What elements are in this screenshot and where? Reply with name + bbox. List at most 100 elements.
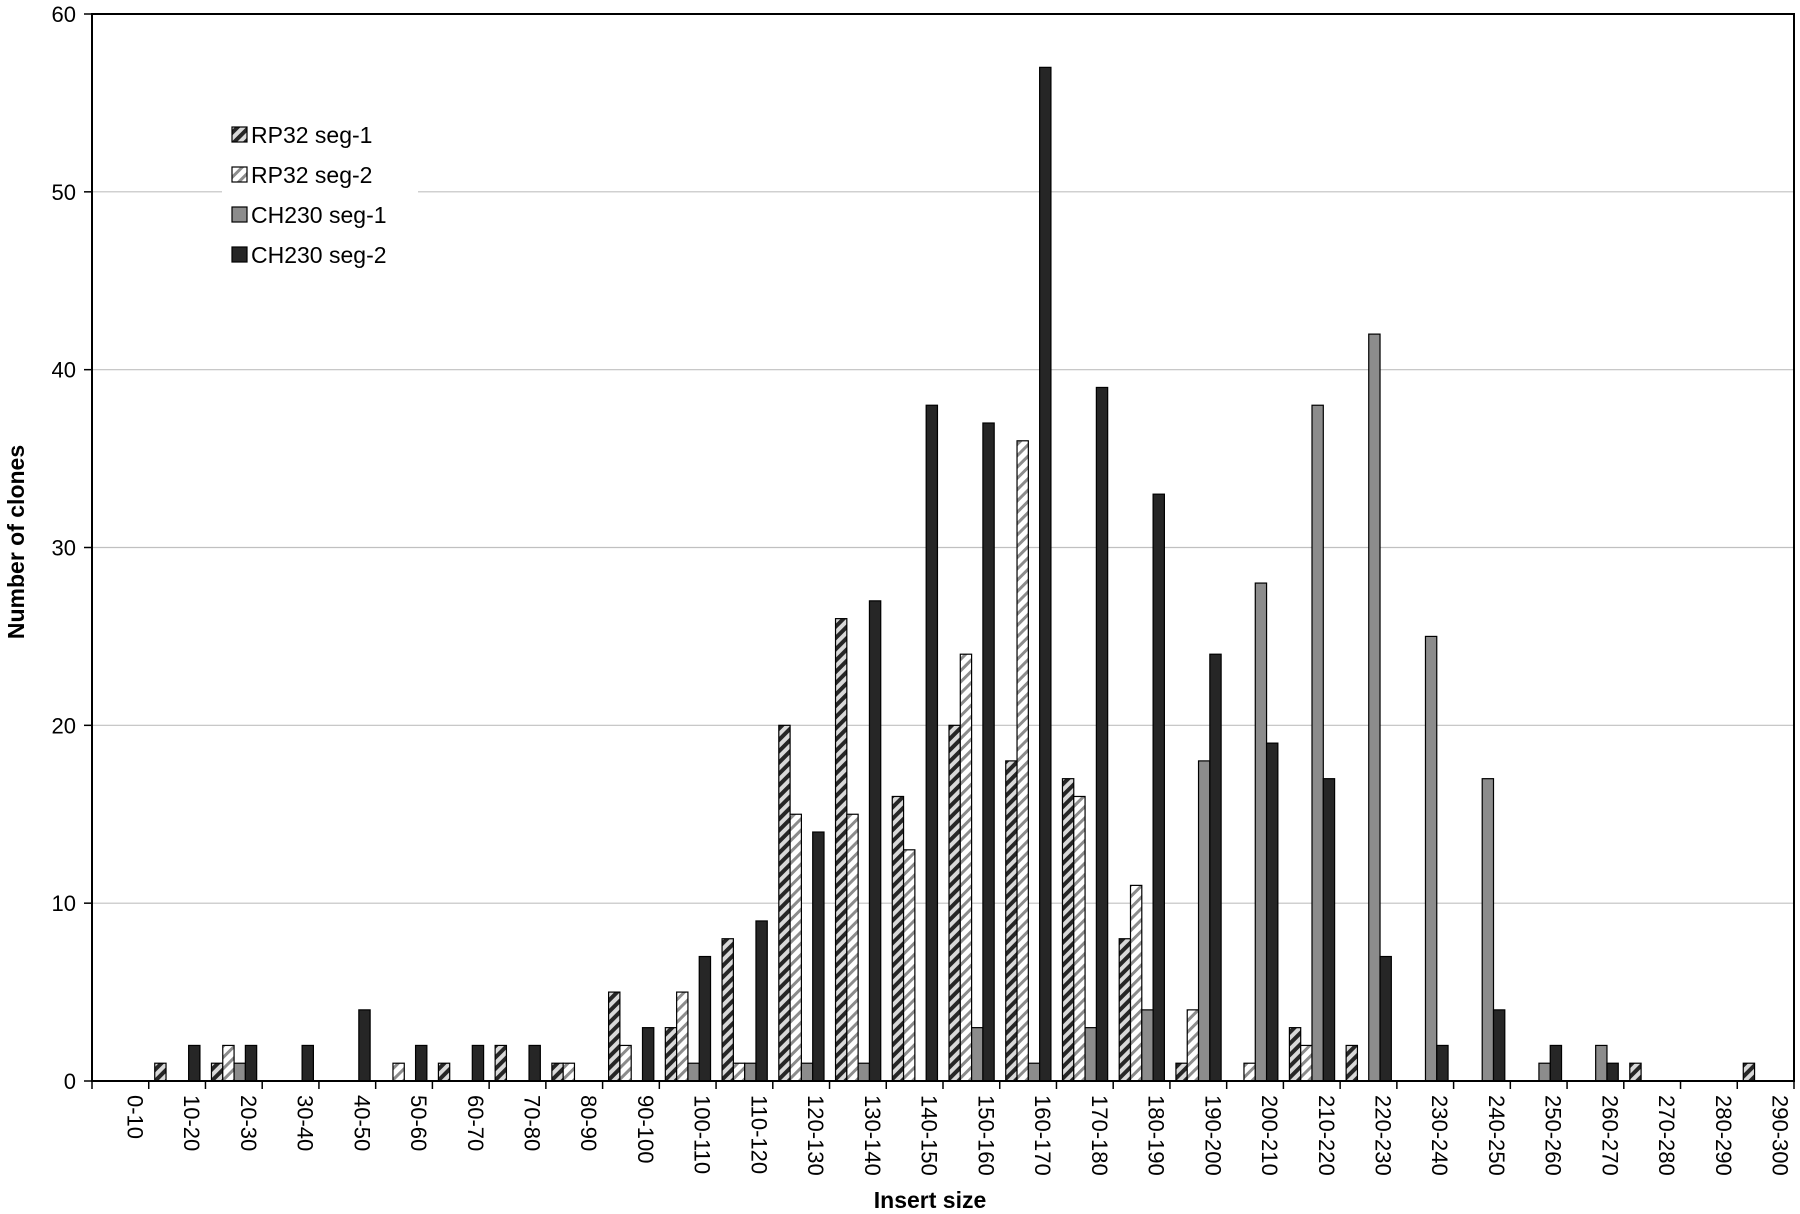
bar-rp32-seg-1-210-220 — [1288, 1027, 1302, 1082]
bar-ch230-seg-1-100-110 — [687, 1062, 700, 1082]
bar-ch230-seg-2-220-230 — [1379, 955, 1392, 1082]
bar-ch230-seg-2-50-60 — [414, 1044, 428, 1082]
bar-ch230-seg-1-210-220 — [1311, 404, 1324, 1082]
legend-swatch — [231, 166, 248, 183]
y-tick-label: 50 — [52, 180, 76, 205]
bar-rp32-seg-1-170-180 — [1061, 778, 1075, 1082]
bar-ch230-seg-2-140-150 — [925, 404, 939, 1082]
bar-rp32-seg-2-110-120 — [732, 1062, 746, 1082]
bar-rp32-seg-2-90-100 — [619, 1044, 632, 1082]
bar-rp32-seg-2-190-200 — [1186, 1009, 1200, 1082]
bar-rp32-seg-1-140-150 — [891, 795, 905, 1082]
bar-ch230-seg-2-150-160 — [982, 422, 995, 1082]
x-tick-label: 70-80 — [520, 1095, 545, 1151]
legend-swatch — [231, 206, 248, 223]
x-tick-label: 190-200 — [1200, 1095, 1225, 1176]
bar-rp32-seg-2-100-110 — [676, 991, 689, 1082]
bar-ch230-seg-2-200-210 — [1265, 742, 1279, 1082]
y-tick-label: 0 — [64, 1069, 76, 1094]
x-tick-label: 10-20 — [179, 1095, 204, 1151]
x-tick-label: 200-210 — [1257, 1095, 1282, 1176]
x-tick-label: 80-90 — [576, 1095, 601, 1151]
bar-rp32-seg-1-70-80 — [494, 1044, 508, 1082]
y-axis-title: Number of clones — [3, 445, 29, 639]
bar-rp32-seg-1-10-20 — [154, 1062, 167, 1082]
bar-ch230-seg-1-20-30 — [233, 1062, 246, 1082]
bar-rp32-seg-1-290-300 — [1742, 1062, 1756, 1082]
bar-ch230-seg-1-190-200 — [1197, 760, 1211, 1082]
bar-rp32-seg-1-130-140 — [834, 618, 848, 1082]
x-tick-label: 220-230 — [1371, 1095, 1396, 1176]
x-tick-label: 250-260 — [1541, 1095, 1566, 1176]
bar-ch230-seg-2-260-270 — [1606, 1062, 1619, 1082]
bar-rp32-seg-2-80-90 — [562, 1062, 576, 1082]
y-tick-label: 60 — [52, 2, 76, 27]
bar-ch230-seg-2-230-240 — [1436, 1044, 1449, 1082]
legend-label: RP32 seg-1 — [251, 122, 372, 148]
x-tick-label: 260-270 — [1597, 1095, 1622, 1176]
legend-label: CH230 seg-1 — [251, 202, 387, 228]
bar-rp32-seg-1-60-70 — [437, 1062, 451, 1082]
y-tick-label: 30 — [52, 536, 76, 561]
bar-rp32-seg-1-90-100 — [607, 991, 621, 1082]
x-tick-label: 240-250 — [1484, 1095, 1509, 1176]
bar-ch230-seg-2-10-20 — [188, 1044, 201, 1082]
bar-ch230-seg-2-130-140 — [868, 600, 882, 1082]
bar-ch230-seg-1-170-180 — [1084, 1027, 1097, 1082]
x-axis-title: Insert size — [874, 1187, 987, 1213]
bar-ch230-seg-2-110-120 — [755, 920, 768, 1082]
x-tick-label: 100-110 — [690, 1095, 715, 1174]
x-tick-label: 150-160 — [973, 1095, 998, 1176]
bar-ch230-seg-2-120-130 — [812, 831, 825, 1082]
x-tick-label: 280-290 — [1711, 1095, 1736, 1176]
bar-ch230-seg-1-120-130 — [800, 1062, 814, 1082]
bar-ch230-seg-1-200-210 — [1254, 582, 1268, 1082]
bar-ch230-seg-1-230-240 — [1424, 635, 1438, 1082]
bar-rp32-seg-1-270-280 — [1629, 1062, 1642, 1082]
bar-ch230-seg-1-110-120 — [744, 1062, 757, 1082]
bar-rp32-seg-1-150-160 — [948, 724, 961, 1082]
bar-ch230-seg-1-240-250 — [1481, 778, 1495, 1082]
bar-ch230-seg-1-260-270 — [1595, 1044, 1608, 1082]
legend-swatch — [231, 126, 248, 143]
x-tick-label: 180-190 — [1144, 1095, 1169, 1176]
tick-labels: 0 10 20 30 40 50 60 0-10 10-20 20-30 30-40 40-50 50-… — [52, 2, 1793, 1176]
x-tick-label: 60-70 — [463, 1095, 488, 1151]
x-tick-label: 50-60 — [406, 1095, 431, 1151]
bar-rp32-seg-1-100-110 — [664, 1027, 678, 1082]
x-tick-label: 290-300 — [1768, 1095, 1793, 1176]
x-tick-label: 160-170 — [1030, 1095, 1055, 1176]
bar-ch230-seg-2-30-40 — [301, 1044, 315, 1082]
bar-ch230-seg-2-70-80 — [528, 1044, 541, 1082]
x-tick-label: 210-220 — [1314, 1095, 1339, 1176]
bar-ch230-seg-2-190-200 — [1209, 653, 1222, 1082]
bar-rp32-seg-2-120-130 — [789, 813, 802, 1082]
x-tick-label: 140-150 — [917, 1095, 942, 1176]
bar-rp32-seg-1-110-120 — [721, 938, 734, 1082]
bar-ch230-seg-2-40-50 — [358, 1009, 371, 1082]
bar-rp32-seg-2-130-140 — [846, 813, 859, 1082]
bar-ch230-seg-2-20-30 — [244, 1044, 258, 1082]
y-tick-label: 20 — [52, 713, 76, 738]
bar-rp32-seg-2-50-60 — [392, 1062, 405, 1082]
bar-rp32-seg-1-80-90 — [551, 1062, 564, 1082]
bar-ch230-seg-1-180-190 — [1141, 1009, 1154, 1082]
y-tick-label: 10 — [52, 891, 76, 916]
bar-rp32-seg-1-20-30 — [210, 1062, 224, 1082]
x-tick-label: 170-180 — [1087, 1095, 1112, 1176]
legend-swatch — [231, 246, 248, 263]
bar-rp32-seg-2-170-180 — [1073, 795, 1086, 1082]
bar-rp32-seg-1-120-130 — [778, 724, 791, 1082]
bar-ch230-seg-1-250-260 — [1538, 1062, 1551, 1082]
bar-rp32-seg-1-220-230 — [1345, 1044, 1359, 1082]
bar-rp32-seg-1-190-200 — [1175, 1062, 1188, 1082]
bar-ch230-seg-2-90-100 — [641, 1027, 655, 1082]
x-tick-label: 110-120 — [746, 1095, 771, 1174]
bar-ch230-seg-1-160-170 — [1027, 1062, 1041, 1082]
y-tick-label: 40 — [52, 358, 76, 383]
bar-ch230-seg-2-180-190 — [1152, 493, 1165, 1082]
x-tick-label: 130-140 — [860, 1095, 885, 1176]
bar-ch230-seg-2-170-180 — [1095, 386, 1109, 1082]
bar-rp32-seg-2-210-220 — [1300, 1044, 1313, 1082]
bar-rp32-seg-2-200-210 — [1243, 1062, 1256, 1082]
